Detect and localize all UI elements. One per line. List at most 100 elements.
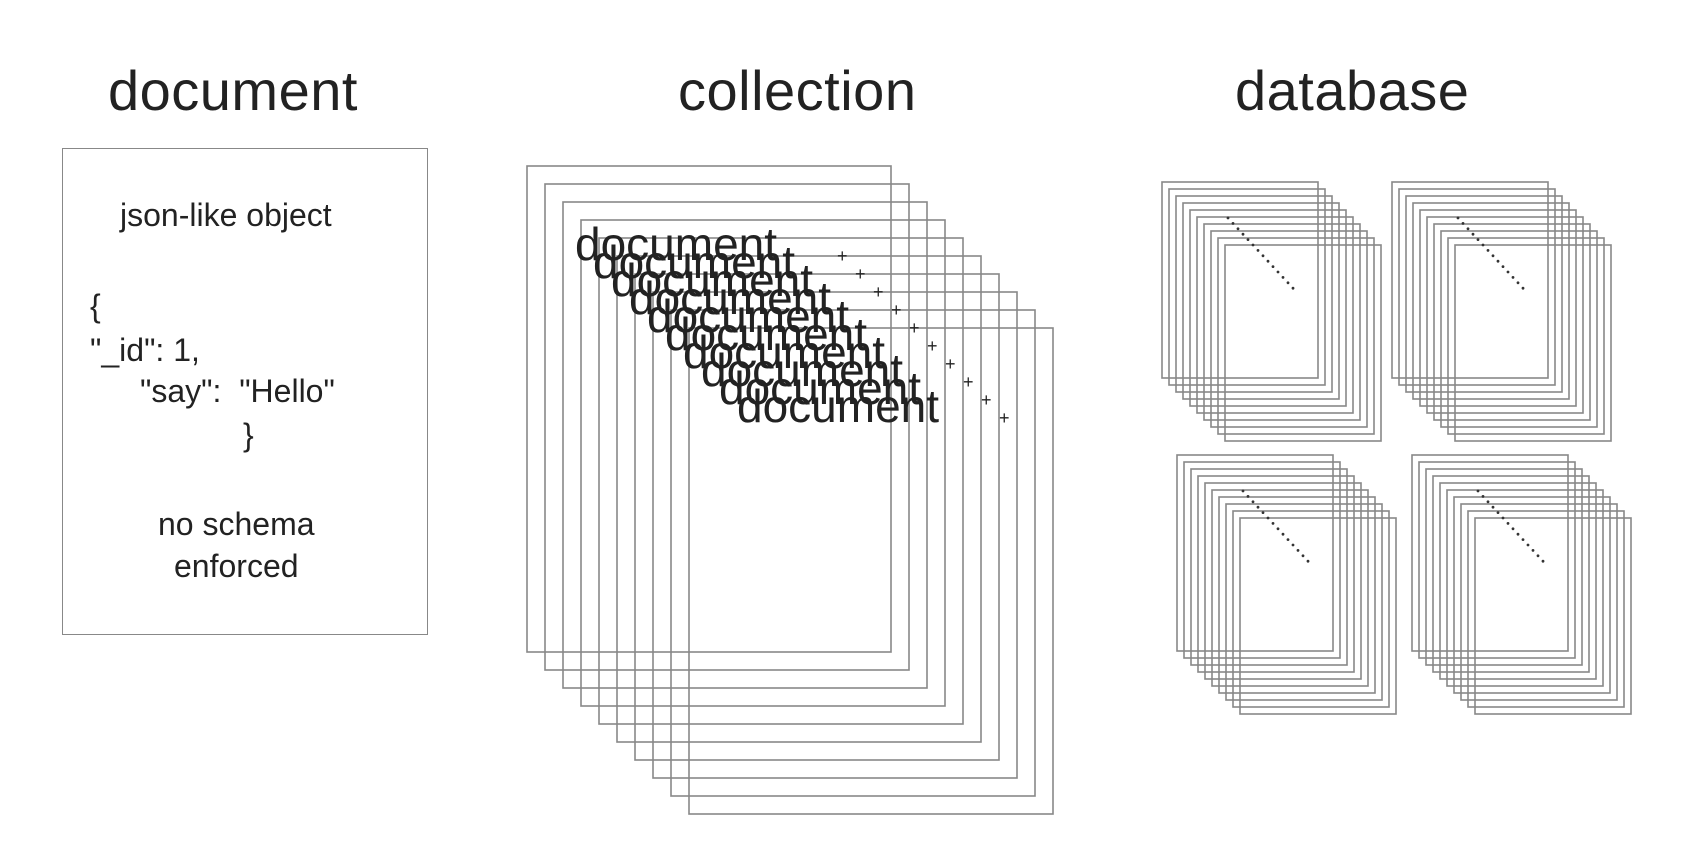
collection-page-tick: + [981,390,992,410]
mini-page-frame [1426,216,1584,414]
mini-page-frame [1454,244,1612,442]
mini-page-frame [1405,195,1563,393]
mini-stack-dot [1466,227,1470,231]
mini-stack-dot [1496,259,1500,263]
mini-stack-dot [1521,286,1525,290]
collection-page-tick: + [927,336,938,356]
mini-stack-dot [1491,505,1495,509]
mini-stack-dot [1246,238,1250,242]
mini-page-frame [1183,461,1341,659]
brace-close: } [243,417,254,453]
mini-page-frame [1190,468,1348,666]
mini-stack-dot [1226,216,1230,220]
mini-page-frame [1225,503,1383,701]
mini-stack-dot [1481,243,1485,247]
mini-page-frame [1218,496,1376,694]
mini-stack-dot [1511,276,1515,279]
mini-page-frame [1439,482,1597,680]
mini-stack-dot [1526,543,1530,547]
mini-stack-dot [1486,249,1490,252]
id-field-line: "_id": 1, [90,332,200,368]
mini-page-frame [1391,181,1549,379]
mini-stack-dot [1521,538,1525,541]
collection-page-label: document [629,272,831,324]
mini-stack-dot [1281,276,1285,279]
collection-page-tick: + [963,372,974,392]
collection-stack: document + document + document + document + docu… [526,165,1054,815]
mini-page-frame [1398,188,1556,386]
mini-stack-dot [1241,232,1245,236]
mini-page-frame [1460,503,1618,701]
mini-stack-dot [1256,505,1260,509]
mini-page-frame [1204,482,1362,680]
mini-stack-dot [1461,222,1465,225]
mini-stack-dot [1286,538,1290,541]
collection-page-frame [688,327,1054,815]
mini-page-frame [1203,223,1361,421]
collection-page-label: document [737,380,939,432]
collection-page-frame [634,273,1000,761]
mini-stack-dot [1476,238,1480,242]
mini-stack-dot [1261,254,1265,258]
mini-stack-dot [1506,270,1510,274]
mini-page-frame [1467,510,1625,708]
collection-heading: collection [678,59,917,122]
mini-stack-dot [1496,511,1500,514]
collection-page-tick: + [855,264,866,284]
mini-stack-dot [1256,249,1260,252]
mini-stack-dot [1246,495,1250,498]
mini-page-frame [1453,496,1611,694]
mini-stack-dot [1266,516,1270,520]
mini-page-frame [1182,202,1340,400]
mini-stack-dot [1516,281,1520,285]
no-schema-note-line1: no schema [158,506,315,542]
mini-stack-dot [1516,532,1520,536]
collection-page-tick: + [891,300,902,320]
database-grid [1161,181,1632,715]
mini-stack-dot [1291,286,1295,290]
mini-page-frame [1447,237,1605,435]
mini-stack-dot [1511,527,1515,531]
collection-page-tick: + [909,318,920,338]
collection-page-label: document [683,326,885,378]
mini-page-frame [1232,510,1390,708]
collection-page-frame [544,183,910,671]
mini-stack-dot [1506,522,1510,525]
collection-page-label: document [647,290,849,342]
mini-page-frame [1189,209,1347,407]
mini-stack-dot [1261,511,1265,514]
mini-stack-dot [1456,216,1460,220]
say-field-line: "say": "Hello" [140,373,335,409]
collection-page-label: document [593,236,795,288]
mini-stack-dot [1276,270,1280,274]
collection-page-frame [616,255,982,743]
mini-stack-dot [1301,554,1305,558]
mini-stack-dot [1471,232,1475,236]
mini-stack-dot [1266,259,1270,263]
collection-page-label: document [611,254,813,306]
document-heading: document [108,59,358,122]
mini-stack-dot [1296,549,1300,552]
mini-page-frame [1440,230,1598,428]
mini-stack-dot [1271,522,1275,525]
mini-page-frame [1411,454,1569,652]
collection-page-label: document [665,308,867,360]
mini-stack-dot [1501,516,1505,520]
mini-stack-dot [1486,500,1490,504]
mini-page-frame [1433,223,1591,421]
collection-page-frame [562,201,928,689]
mini-stack-dot [1236,227,1240,231]
json-like-object-label: json-like object [120,197,332,233]
mini-stack-dot [1271,265,1275,268]
mini-stack-dot [1281,532,1285,536]
no-schema-note-line2: enforced [174,548,299,584]
mini-collection-stack [1161,181,1382,442]
mini-stack-dot [1276,527,1280,531]
mini-page-frame [1197,475,1355,673]
mini-page-frame [1239,517,1397,715]
brace-open: { [90,288,101,324]
collection-page-tick: + [837,246,848,266]
mini-page-frame [1412,202,1570,400]
collection-page-label: document [701,344,903,396]
